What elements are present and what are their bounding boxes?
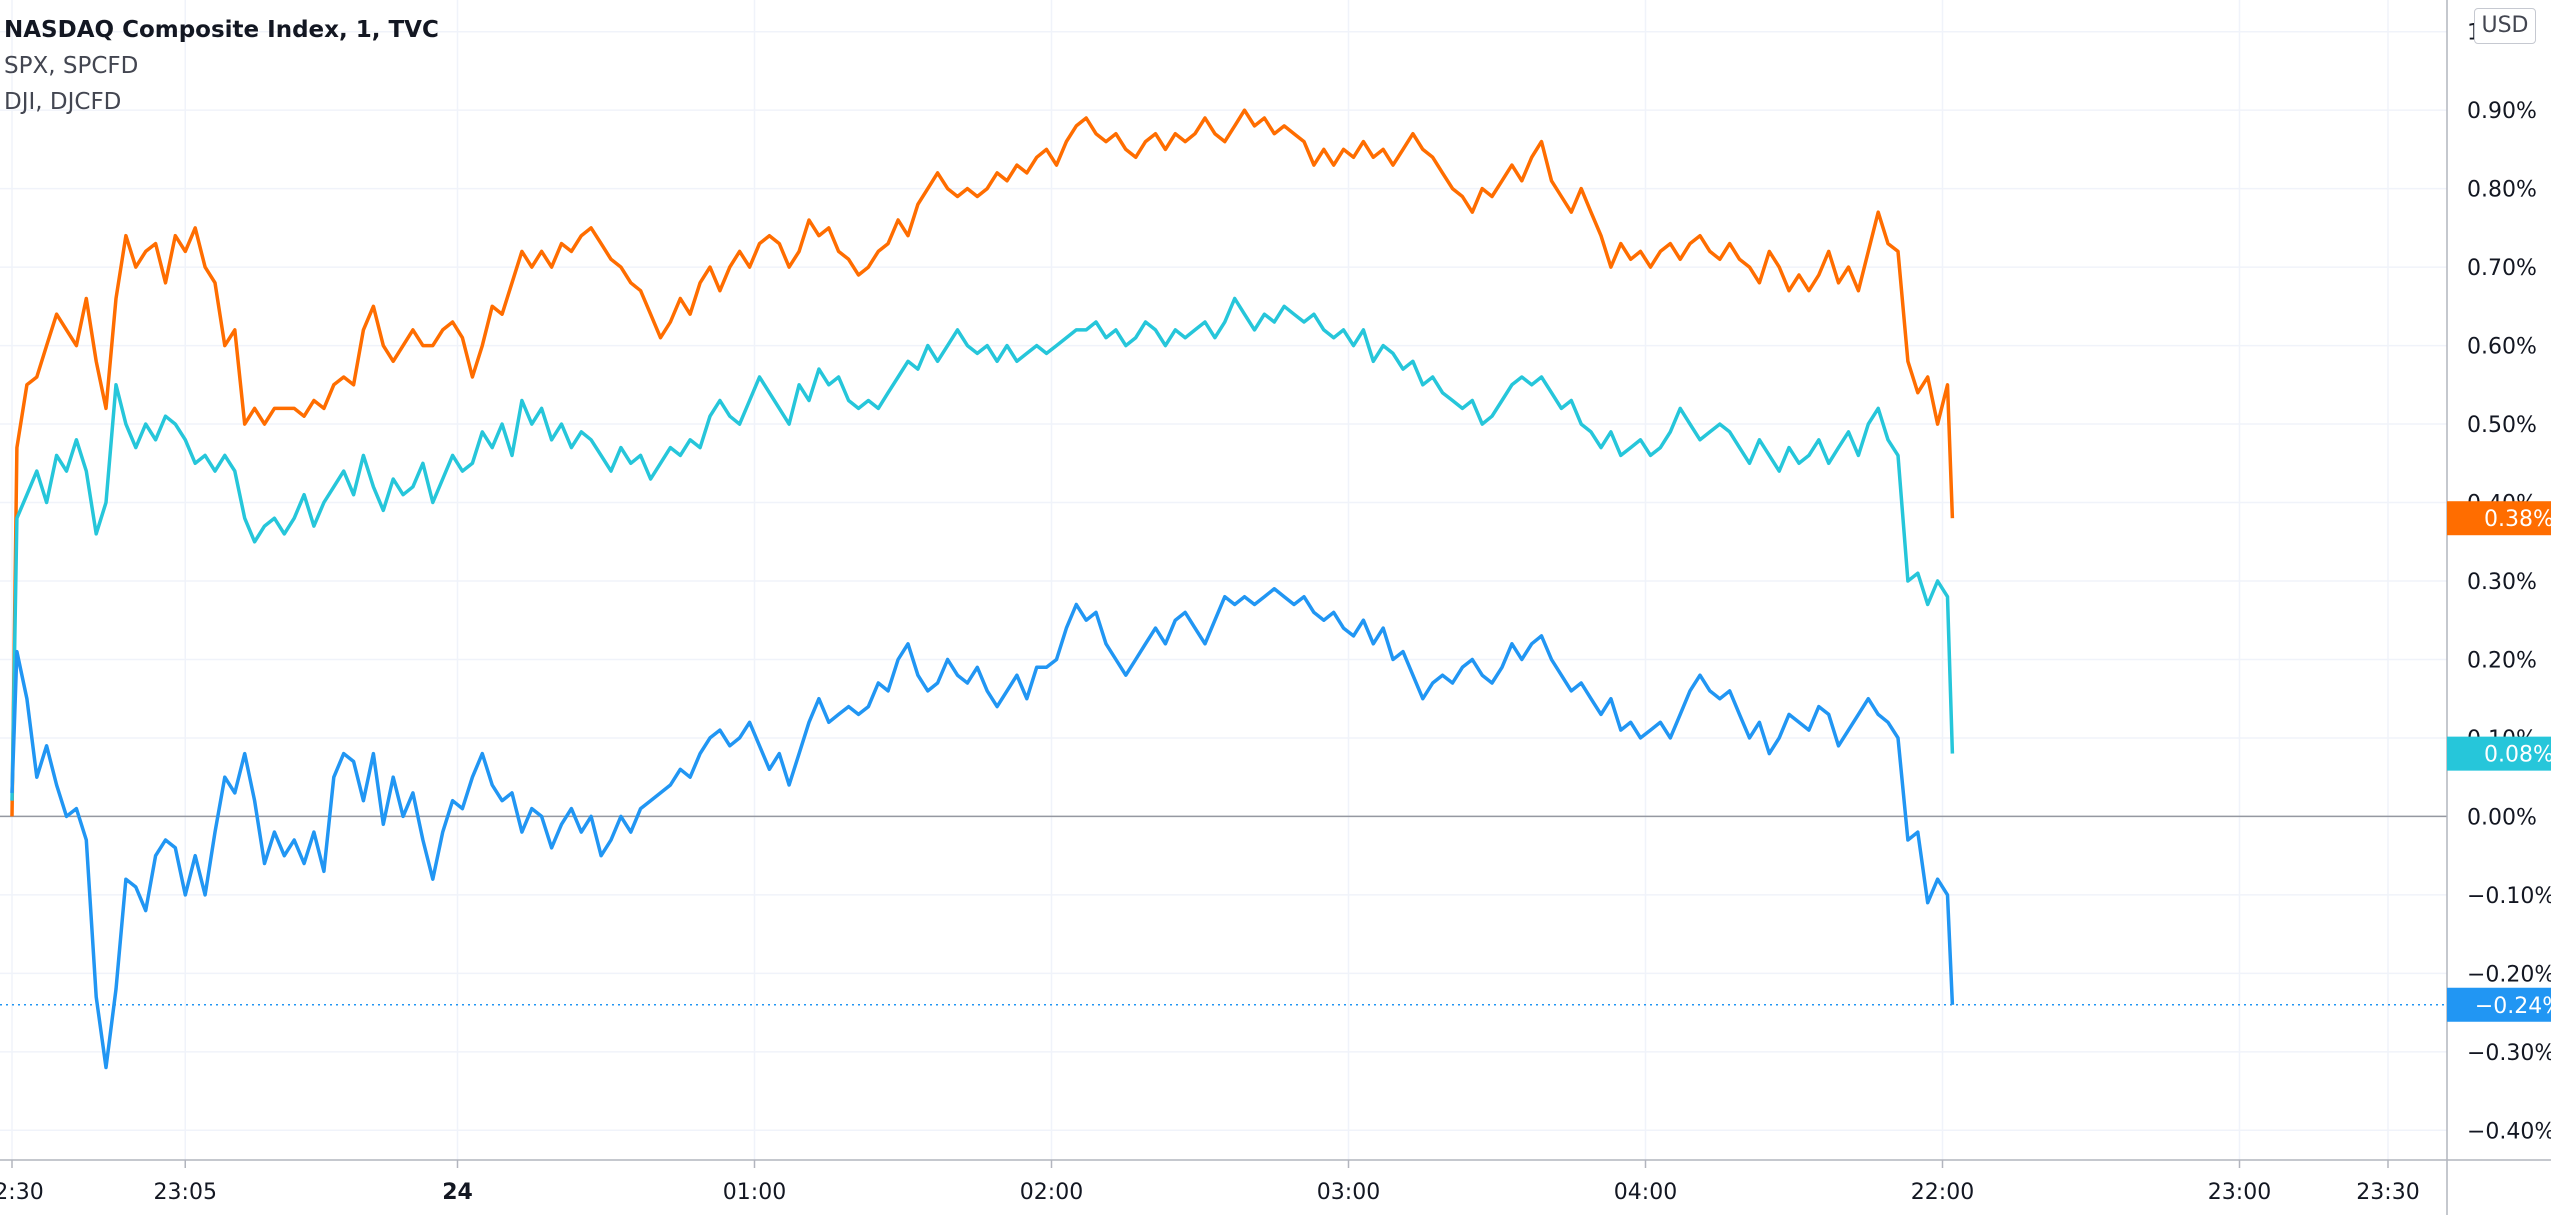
- y-tick-label: 0.70%: [2467, 256, 2537, 281]
- x-tick-label: 23:05: [154, 1180, 217, 1205]
- last-price-label-2: −0.24%: [2475, 994, 2551, 1019]
- legend-item-dji[interactable]: DJI, DJCFD: [4, 89, 122, 115]
- last-price-labels: 0.38% 0.08% −0.24%: [2447, 501, 2551, 1022]
- y-tick-label: 0.80%: [2467, 178, 2537, 203]
- y-tick-label: 0.30%: [2467, 570, 2537, 595]
- y-tick-label: 0.90%: [2467, 99, 2537, 124]
- series-line-2: [10, 587, 1955, 1070]
- last-price-label-0: 0.38%: [2484, 507, 2551, 532]
- x-tick-label: 03:00: [1317, 1180, 1380, 1205]
- series-line-1: [10, 296, 1955, 801]
- x-tick-label: 22:30: [0, 1180, 44, 1205]
- zero-line: [0, 815, 2447, 1006]
- y-tick-label: −0.20%: [2467, 962, 2551, 987]
- legend-item-spx[interactable]: SPX, SPCFD: [4, 53, 139, 79]
- last-price-label-1: 0.08%: [2484, 743, 2551, 768]
- y-tick-label: −0.40%: [2467, 1119, 2551, 1144]
- legend-main-symbol[interactable]: NASDAQ Composite Index, 1, TVC: [4, 17, 439, 43]
- y-tick-label: −0.30%: [2467, 1041, 2551, 1066]
- last-price-badge-2: [2447, 987, 2551, 1022]
- y-tick-label: −0.10%: [2467, 884, 2551, 909]
- x-tick-label: 04:00: [1614, 1180, 1677, 1205]
- x-tick-label: 22:00: [1911, 1180, 1974, 1205]
- last-price-badge-1: [2447, 736, 2551, 771]
- x-tick-label: 24: [442, 1180, 473, 1205]
- series-line-0: [10, 108, 1955, 817]
- last-price-badge-0: [2447, 501, 2551, 536]
- legend: NASDAQ Composite Index, 1, TVC SPX, SPCF…: [4, 12, 439, 120]
- y-tick-label: 0.00%: [2467, 805, 2537, 830]
- x-tick-label: 01:00: [723, 1180, 786, 1205]
- x-tick-label: 23:30: [2356, 1180, 2419, 1205]
- x-tick-label: 02:00: [1020, 1180, 1083, 1205]
- y-tick-label: 0.60%: [2467, 335, 2537, 360]
- currency-button[interactable]: USD: [2474, 8, 2536, 44]
- chart-grid: [0, 0, 2447, 1160]
- y-tick-label: 0.50%: [2467, 413, 2537, 438]
- x-tick-label: 23:00: [2208, 1180, 2271, 1205]
- y-tick-label: 0.20%: [2467, 648, 2537, 673]
- series-lines: [10, 108, 1955, 1070]
